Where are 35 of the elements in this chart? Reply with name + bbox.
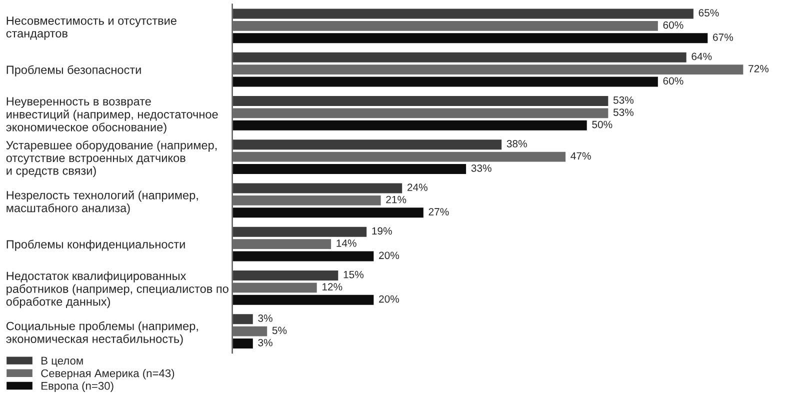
- data-label: 65%: [698, 9, 719, 17]
- data-label: 60%: [663, 77, 684, 85]
- legend-label: Европа (n=30): [42, 382, 114, 392]
- data-label: 24%: [407, 184, 428, 191]
- data-label: 3%: [258, 314, 272, 322]
- y-tick-label: Незрелость технологий (например, масштабного анализа): [6, 190, 198, 215]
- data-label: 21%: [386, 196, 406, 204]
- data-label: 53%: [613, 96, 634, 104]
- data-label: 67%: [713, 34, 733, 41]
- y-tick-label: Проблемы безопасности: [6, 65, 141, 76]
- data-label: 15%: [344, 270, 364, 278]
- data-label: 53%: [613, 108, 634, 116]
- y-tick-label: Недостаток квалифицированных работников (например, специалистов по обработке данных): [6, 271, 228, 308]
- data-label: 47%: [570, 152, 591, 160]
- legend-label: Северная Америка (n=43): [41, 369, 174, 380]
- data-label: 50%: [592, 120, 612, 128]
- y-tick-label: Неуверенность в возврате инвестиций (например, недостаточное экономическое обоснование): [6, 97, 218, 134]
- data-label: 64%: [692, 52, 712, 60]
- data-label: 20%: [379, 252, 400, 260]
- data-label: 20%: [379, 295, 400, 303]
- legend-label: В целом: [42, 356, 83, 367]
- data-label: 3%: [258, 338, 272, 346]
- y-tick-label: Устаревшее оборудование (например, отсутствие встроенных датчиков и средств связи): [6, 140, 217, 178]
- data-label: 27%: [428, 208, 449, 216]
- data-label: 60%: [663, 21, 684, 29]
- data-label: 5%: [272, 326, 287, 334]
- data-label: 19%: [372, 227, 392, 235]
- y-tick-label: Несовместимость и отсутствие стандартов: [6, 16, 176, 40]
- data-label: 72%: [748, 64, 769, 72]
- data-label: 33%: [471, 164, 492, 172]
- data-label: 14%: [336, 240, 356, 247]
- data-label: 38%: [506, 140, 527, 148]
- y-tick-label: Социальные проблемы (например, экономическая нестабильность): [6, 321, 198, 346]
- data-label: 12%: [322, 283, 342, 290]
- y-tick-label: Проблемы конфиденциальности: [6, 240, 185, 251]
